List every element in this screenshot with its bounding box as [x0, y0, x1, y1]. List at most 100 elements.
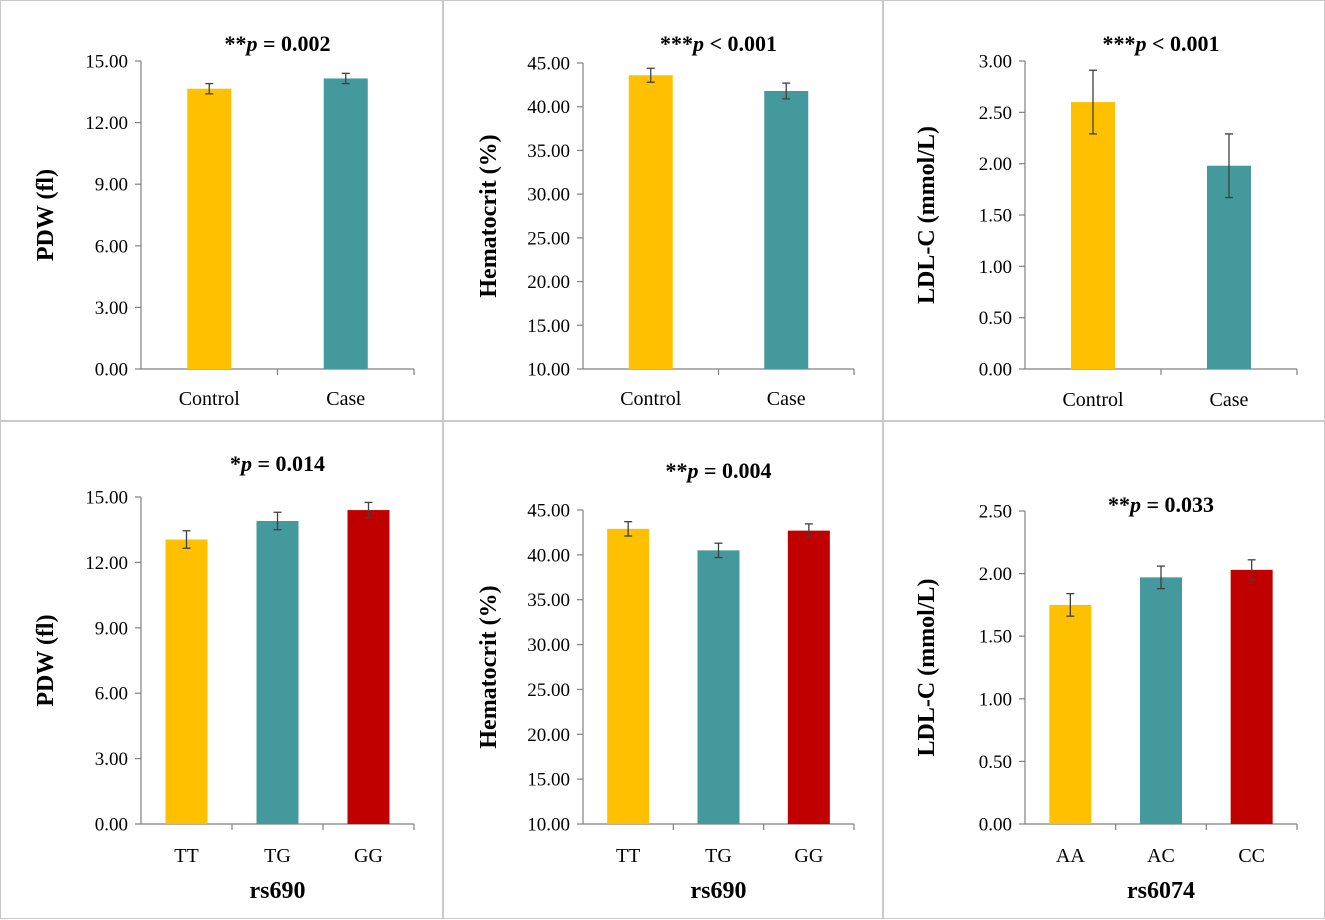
chart-title: ***p < 0.001 [1102, 31, 1219, 56]
x-axis-label: rs690 [691, 878, 747, 904]
y-tick-label: 1.00 [979, 257, 1012, 278]
title-p: p [244, 31, 257, 56]
category-label: CC [1238, 845, 1265, 867]
panel-pdw-rs690: *p = 0.014 0.00 3.00 6.00 9.00 12.00 15.00 PDW … [0, 421, 443, 919]
bar-tt [607, 528, 650, 824]
y-tick-label: 2.50 [979, 502, 1012, 523]
y-tick-label: 15.00 [527, 316, 570, 337]
bar-control [187, 88, 232, 369]
panel-ldl-case-control: ***p < 0.001 0.00 0.50 1.00 1.50 2.00 2.50 3.00… [883, 0, 1325, 421]
x-axis-label: rs690 [250, 878, 306, 904]
y-tick-label: 25.00 [527, 680, 570, 701]
y-tick-label: 45.00 [527, 501, 570, 522]
category-label: AA [1056, 845, 1085, 867]
bar-gg [347, 510, 390, 824]
y-tick-label: 0.00 [95, 360, 128, 381]
bar-control [1071, 102, 1115, 370]
y-axis-label: LDL-C (mmol/L) [914, 126, 940, 304]
category-label: Case [1210, 389, 1249, 411]
title-stars: *** [660, 31, 693, 56]
title-stars: *** [1102, 31, 1135, 56]
bar-case [323, 78, 368, 369]
chart-title: *p = 0.014 [230, 451, 325, 476]
y-axis-label: PDW (fl) [33, 169, 59, 261]
y-tick-label: 12.00 [85, 553, 128, 574]
bar-ac [1140, 577, 1182, 824]
chart-svg: *p = 0.014 0.00 3.00 6.00 9.00 12.00 15.00 PDW … [33, 451, 415, 904]
title-stars: ** [665, 458, 687, 483]
y-tick-label: 30.00 [527, 635, 570, 656]
y-tick-label: 0.00 [979, 360, 1012, 381]
title-value: < 0.001 [1146, 31, 1219, 56]
y-tick-label: 10.00 [527, 360, 570, 381]
y-tick-label: 2.50 [979, 103, 1012, 124]
bar-aa [1049, 604, 1092, 824]
title-p: p [1128, 492, 1141, 517]
y-tick-label: 35.00 [527, 590, 570, 611]
y-tick-label: 0.00 [95, 815, 128, 836]
panel-hematocrit-rs690: **p = 0.004 10.00 15.00 20.00 25.00 30.00 35.0… [443, 421, 883, 919]
y-tick-label: 3.00 [95, 749, 128, 770]
bar-cc [1230, 569, 1273, 824]
y-tick-label: 20.00 [527, 272, 570, 293]
bar-case [764, 90, 809, 369]
y-tick-label: 3.00 [95, 298, 128, 319]
bar-control [628, 75, 673, 370]
category-label: Case [767, 388, 806, 410]
category-label: Control [179, 388, 241, 410]
y-axis-label: LDL-C (mmol/L) [914, 579, 940, 757]
title-p: p [691, 31, 704, 56]
y-tick-label: 1.00 [979, 689, 1012, 710]
y-tick-label: 10.00 [527, 815, 570, 836]
category-label: Control [620, 388, 682, 410]
x-axis-label: rs6074 [1127, 878, 1195, 904]
bar-gg [787, 530, 830, 824]
title-p: p [1133, 31, 1146, 56]
y-tick-label: 12.00 [85, 113, 128, 134]
bar-tg [697, 550, 740, 824]
category-label: TG [705, 845, 732, 867]
title-value: = 0.002 [257, 31, 330, 56]
chart-svg: **p = 0.004 10.00 15.00 20.00 25.00 30.00 35.0… [476, 458, 855, 904]
chart-title: ***p < 0.001 [660, 31, 777, 56]
title-stars: ** [224, 31, 246, 56]
y-tick-label: 15.00 [85, 488, 128, 509]
panel-pdw-case-control: **p = 0.002 0.00 3.00 6.00 9.00 12.00 15.00 PDW… [0, 0, 443, 421]
y-tick-label: 1.50 [979, 206, 1012, 227]
y-tick-label: 9.00 [95, 618, 128, 639]
chart-title: **p = 0.004 [665, 458, 771, 483]
panel-ldl-rs6074: **p = 0.033 0.00 0.50 1.00 1.50 2.00 2.50 LDL-C… [883, 421, 1325, 919]
y-tick-label: 2.00 [979, 154, 1012, 175]
y-tick-label: 30.00 [527, 185, 570, 206]
y-tick-label: 40.00 [527, 545, 570, 566]
bar-tg [256, 520, 299, 824]
y-tick-label: 6.00 [95, 684, 128, 705]
y-tick-label: 6.00 [95, 236, 128, 257]
title-p: p [239, 451, 252, 476]
y-tick-label: 25.00 [527, 228, 570, 249]
category-label: AC [1147, 845, 1175, 867]
y-tick-label: 0.00 [979, 815, 1012, 836]
y-tick-label: 9.00 [95, 175, 128, 196]
y-tick-label: 35.00 [527, 141, 570, 162]
y-tick-label: 0.50 [979, 308, 1012, 329]
chart-svg: **p = 0.002 0.00 3.00 6.00 9.00 12.00 15.00 PDW… [33, 31, 415, 410]
title-value: = 0.014 [252, 451, 325, 476]
title-stars: ** [1108, 492, 1130, 517]
y-tick-label: 40.00 [527, 97, 570, 118]
chart-svg: **p = 0.033 0.00 0.50 1.00 1.50 2.00 2.50 LDL-C… [914, 492, 1298, 904]
category-label: Control [1062, 389, 1124, 411]
y-tick-label: 45.00 [527, 54, 570, 75]
chart-svg: ***p < 0.001 10.00 15.00 20.00 25.00 30.00 35.… [476, 31, 855, 410]
title-value: = 0.004 [698, 458, 771, 483]
title-p: p [685, 458, 698, 483]
category-label: GG [794, 845, 823, 867]
panel-hematocrit-case-control: ***p < 0.001 10.00 15.00 20.00 25.00 30.00 35.… [443, 0, 883, 421]
category-label: GG [354, 845, 383, 867]
title-stars: * [230, 451, 241, 476]
y-axis-label: Hematocrit (%) [476, 585, 502, 748]
title-value: < 0.001 [704, 31, 777, 56]
y-tick-label: 0.50 [979, 752, 1012, 773]
y-tick-label: 2.00 [979, 564, 1012, 585]
